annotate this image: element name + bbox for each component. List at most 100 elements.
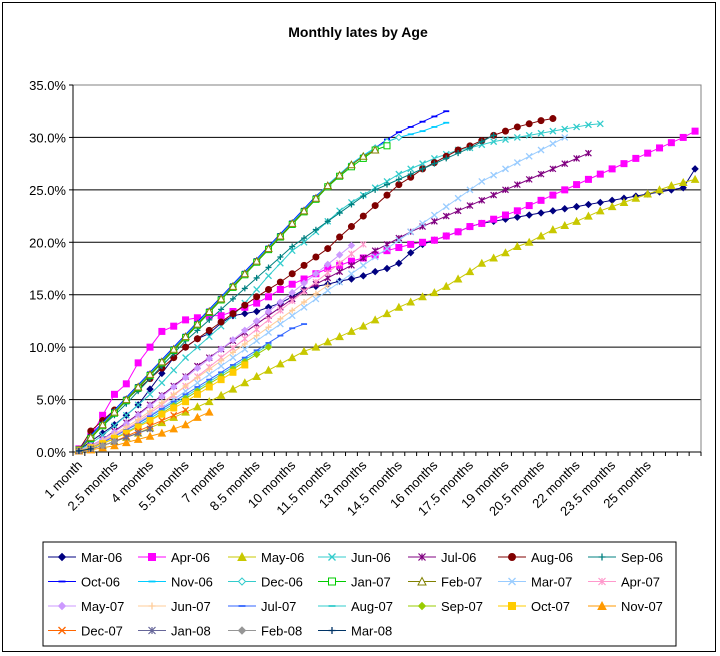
data-point xyxy=(133,434,143,443)
data-point xyxy=(75,447,82,454)
data-point xyxy=(182,398,190,406)
y-tick-label: 35.0% xyxy=(29,78,66,93)
data-point xyxy=(395,259,403,267)
data-point xyxy=(312,253,320,261)
data-point xyxy=(229,354,237,362)
data-point xyxy=(584,200,593,209)
data-point xyxy=(170,404,178,412)
legend-label: Mar-06 xyxy=(81,550,122,565)
data-point xyxy=(265,264,272,271)
data-point xyxy=(370,145,380,154)
data-point xyxy=(237,626,247,635)
data-point xyxy=(324,218,331,225)
data-point xyxy=(419,165,426,172)
data-point xyxy=(276,298,285,306)
data-point xyxy=(419,219,427,227)
data-point xyxy=(265,329,272,336)
data-point xyxy=(359,212,367,220)
data-point xyxy=(395,244,403,252)
data-point xyxy=(237,577,247,586)
data-point xyxy=(217,318,225,326)
data-point xyxy=(323,181,333,190)
data-point xyxy=(277,315,284,322)
data-point xyxy=(524,237,534,246)
legend: Mar-06 Apr-06 May-06 Jun-06 Jul-06 Aug-06 Sep-… xyxy=(42,541,677,647)
data-point xyxy=(98,420,107,429)
data-point xyxy=(573,181,581,189)
data-point xyxy=(537,129,545,137)
data-point xyxy=(358,151,368,160)
data-point xyxy=(193,412,202,421)
data-point xyxy=(513,181,521,189)
data-point xyxy=(287,218,297,227)
data-point xyxy=(513,207,521,215)
data-point xyxy=(549,165,557,173)
series-group xyxy=(74,110,700,455)
data-point xyxy=(347,160,356,169)
data-point xyxy=(158,327,166,335)
data-point xyxy=(608,165,616,173)
data-point xyxy=(170,322,178,330)
data-point xyxy=(328,577,336,586)
data-point xyxy=(276,359,285,368)
data-point xyxy=(430,236,438,244)
data-point xyxy=(359,254,367,262)
legend-entry: Jul-07 xyxy=(228,599,296,614)
data-point xyxy=(537,209,545,217)
data-point xyxy=(240,269,250,278)
data-point xyxy=(644,149,652,157)
data-point xyxy=(324,287,332,294)
data-point xyxy=(525,175,533,183)
data-point xyxy=(656,144,664,152)
data-point xyxy=(430,211,438,219)
data-point xyxy=(300,261,308,269)
legend-entry: Apr-07 xyxy=(588,575,660,590)
data-point xyxy=(98,442,107,450)
data-point xyxy=(454,228,462,236)
data-point xyxy=(133,382,143,391)
data-point xyxy=(205,370,213,378)
legend-entry: Mar-07 xyxy=(498,575,572,590)
data-point xyxy=(508,553,516,561)
data-point xyxy=(145,431,155,440)
data-point xyxy=(335,332,344,341)
data-point xyxy=(371,267,379,276)
legend-entry: Feb-08 xyxy=(228,624,302,639)
data-point xyxy=(584,121,592,129)
data-point xyxy=(86,432,96,441)
legend-label: Jan-07 xyxy=(351,575,391,590)
data-point xyxy=(229,349,236,356)
data-point xyxy=(418,292,427,301)
data-point xyxy=(549,115,557,123)
legend-label: Nov-07 xyxy=(621,599,663,614)
data-point xyxy=(253,332,260,339)
data-point xyxy=(407,240,415,248)
data-point xyxy=(217,362,225,370)
data-point xyxy=(193,343,201,351)
y-tick-label: 25.0% xyxy=(29,183,66,198)
data-point xyxy=(597,600,607,610)
data-point xyxy=(134,401,142,409)
legend-label: Feb-07 xyxy=(441,575,482,590)
data-point xyxy=(218,357,225,364)
data-point xyxy=(182,343,190,351)
data-point xyxy=(145,369,155,378)
data-point xyxy=(513,133,521,141)
data-point xyxy=(501,248,510,257)
data-point xyxy=(264,307,273,316)
data-point xyxy=(206,366,213,373)
data-point xyxy=(560,220,570,230)
data-point xyxy=(218,306,225,313)
data-point xyxy=(598,553,606,561)
legend-label: Jun-07 xyxy=(171,599,211,614)
data-point xyxy=(478,138,485,145)
data-point xyxy=(466,144,473,151)
data-point xyxy=(395,181,403,189)
data-point xyxy=(490,132,497,139)
data-point xyxy=(158,369,166,378)
data-point xyxy=(395,176,402,183)
data-point xyxy=(513,241,522,250)
data-point xyxy=(229,295,236,302)
